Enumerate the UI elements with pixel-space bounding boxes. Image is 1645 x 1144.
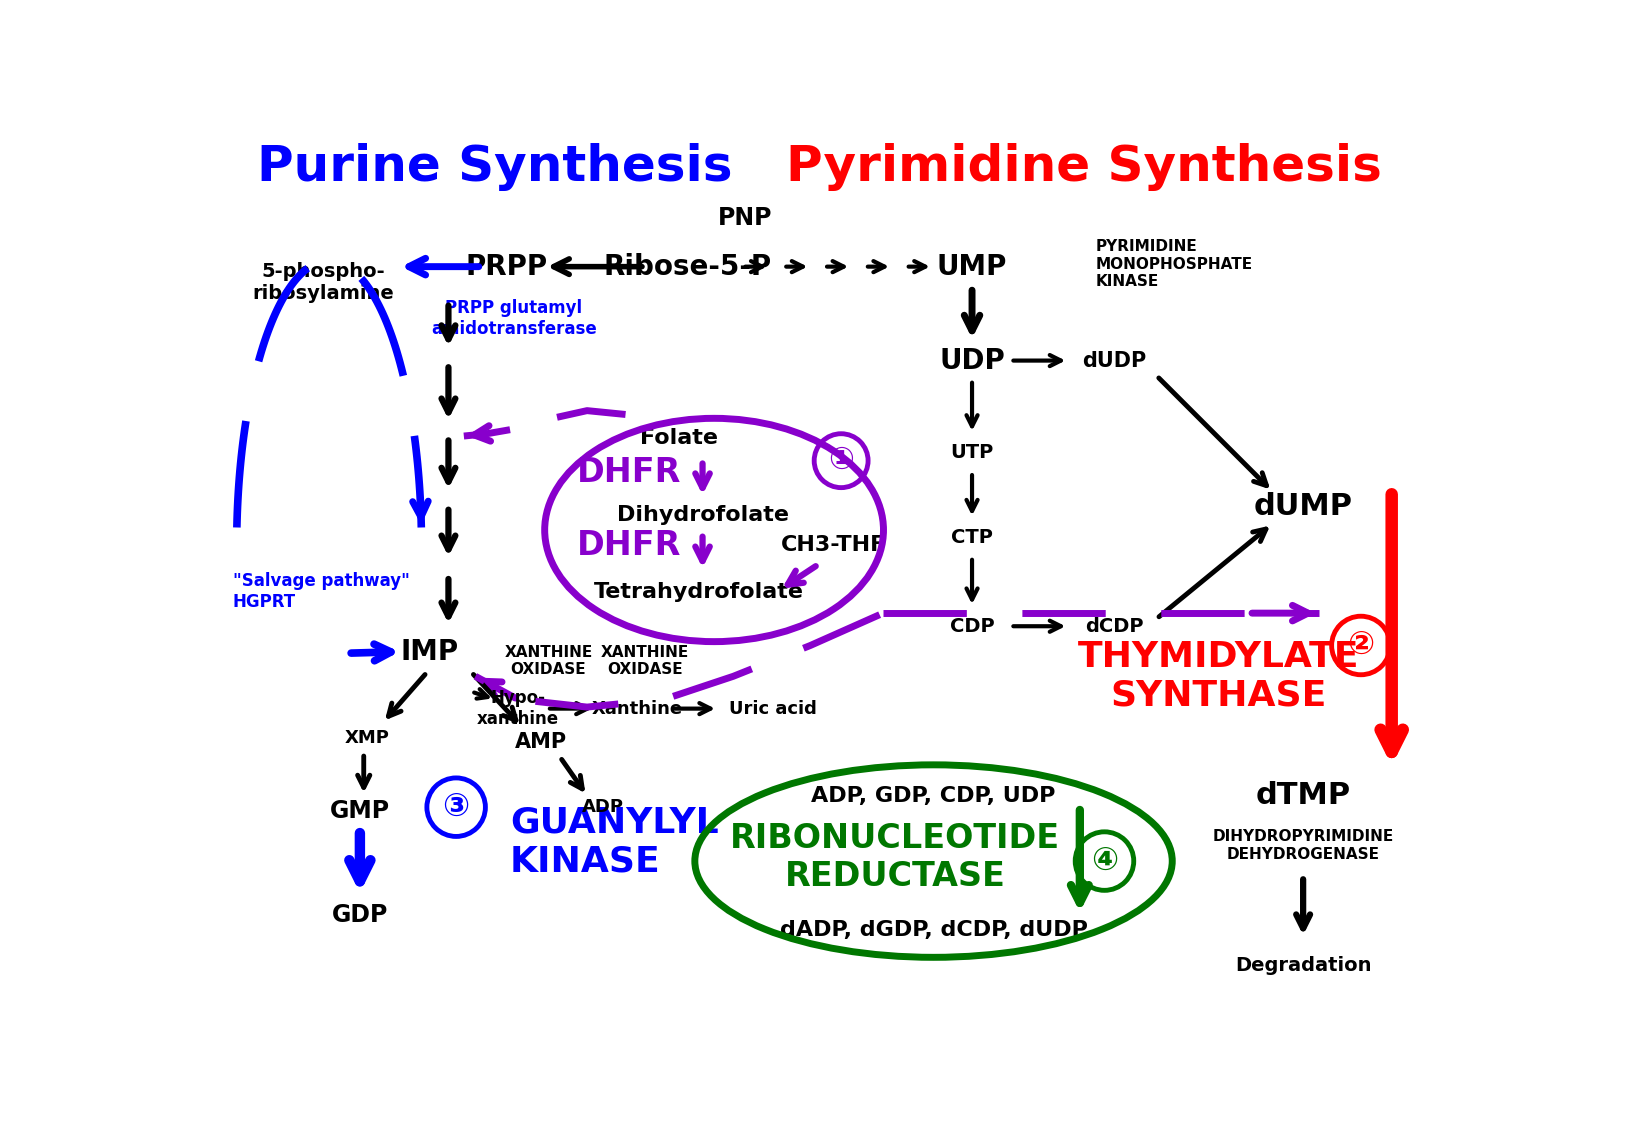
Text: UTP: UTP xyxy=(951,444,994,462)
Text: Folate: Folate xyxy=(640,428,719,447)
Text: "Salvage pathway"
HGPRT: "Salvage pathway" HGPRT xyxy=(234,572,410,611)
Text: Pyrimidine Synthesis: Pyrimidine Synthesis xyxy=(786,143,1382,191)
Text: IMP: IMP xyxy=(400,637,459,666)
Text: Hypo-
xanthine: Hypo- xanthine xyxy=(477,689,559,728)
Text: UMP: UMP xyxy=(938,253,1007,280)
Text: Degradation: Degradation xyxy=(1235,955,1372,975)
Text: PRPP glutamyl
amidotransferase: PRPP glutamyl amidotransferase xyxy=(431,299,597,337)
Text: Dihydrofolate: Dihydrofolate xyxy=(617,505,788,525)
Text: DHFR: DHFR xyxy=(577,455,681,488)
Text: Purine Synthesis: Purine Synthesis xyxy=(257,143,732,191)
Text: dUDP: dUDP xyxy=(1082,350,1147,371)
Text: ADP: ADP xyxy=(581,799,623,816)
Text: ①: ① xyxy=(827,446,854,475)
Text: CH3-THF: CH3-THF xyxy=(781,535,887,555)
Text: ④: ④ xyxy=(1091,845,1119,876)
Text: GUANYLYL
KINASE: GUANYLYL KINASE xyxy=(510,805,719,879)
Text: ADP, GDP, CDP, UDP: ADP, GDP, CDP, UDP xyxy=(811,786,1056,805)
Text: DHFR: DHFR xyxy=(577,529,681,562)
Text: DIHYDROPYRIMIDINE
DEHYDROGENASE: DIHYDROPYRIMIDINE DEHYDROGENASE xyxy=(1212,829,1393,861)
Text: 5-phospho-
ribosylamine: 5-phospho- ribosylamine xyxy=(253,262,395,302)
Text: GMP: GMP xyxy=(331,799,390,823)
Text: Xanthine: Xanthine xyxy=(592,700,683,717)
Text: CDP: CDP xyxy=(949,617,994,636)
Text: ②: ② xyxy=(1347,630,1375,661)
Text: dCDP: dCDP xyxy=(1086,617,1143,636)
Text: XANTHINE
OXIDASE: XANTHINE OXIDASE xyxy=(505,645,592,677)
Text: PRPP: PRPP xyxy=(466,253,548,280)
Text: XMP: XMP xyxy=(345,729,390,747)
Text: ③: ③ xyxy=(443,792,470,823)
Text: dADP, dGDP, dCDP, dUDP: dADP, dGDP, dCDP, dUDP xyxy=(780,921,1087,940)
Text: THYMIDYLATE
SYNTHASE: THYMIDYLATE SYNTHASE xyxy=(1077,639,1359,713)
Text: Uric acid: Uric acid xyxy=(729,700,818,717)
Text: Ribose-5-P: Ribose-5-P xyxy=(604,253,772,280)
Text: AMP: AMP xyxy=(515,732,568,752)
Text: UDP: UDP xyxy=(939,347,1005,374)
Text: GDP: GDP xyxy=(332,903,388,927)
Text: RIBONUCLEOTIDE
REDUCTASE: RIBONUCLEOTIDE REDUCTASE xyxy=(730,821,1059,892)
Text: dUMP: dUMP xyxy=(1253,492,1352,522)
Text: PYRIMIDINE
MONOPHOSPHATE
KINASE: PYRIMIDINE MONOPHOSPHATE KINASE xyxy=(1096,239,1252,289)
Text: XANTHINE
OXIDASE: XANTHINE OXIDASE xyxy=(600,645,689,677)
Text: CTP: CTP xyxy=(951,529,994,547)
Text: PNP: PNP xyxy=(717,206,773,230)
Text: Tetrahydrofolate: Tetrahydrofolate xyxy=(594,581,804,602)
Text: dTMP: dTMP xyxy=(1255,781,1351,810)
